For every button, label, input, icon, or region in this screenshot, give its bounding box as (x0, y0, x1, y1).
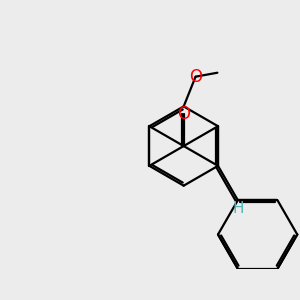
Text: O: O (177, 105, 190, 123)
Text: O: O (189, 68, 202, 86)
Text: H: H (232, 201, 244, 216)
